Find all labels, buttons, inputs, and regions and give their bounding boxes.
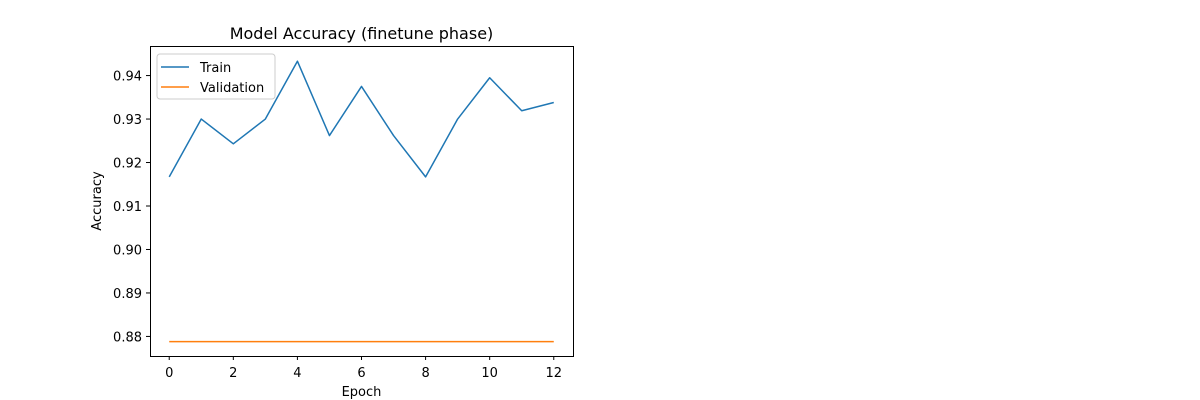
legend-label-validation: Validation	[200, 81, 264, 96]
x-axis-ticks: 0 2 4 6 8 10 12	[165, 356, 562, 381]
x-tick-label: 0	[165, 366, 173, 381]
y-tick-label: 0.93	[113, 113, 142, 128]
x-tick-label: 4	[293, 366, 301, 381]
x-axis-label: Epoch	[342, 385, 382, 400]
legend-label-train: Train	[199, 61, 231, 76]
y-axis-label: Accuracy	[90, 171, 105, 231]
y-tick-label: 0.91	[113, 200, 142, 215]
x-tick-label: 8	[421, 366, 429, 381]
x-tick-label: 2	[229, 366, 237, 381]
legend: Train Validation	[156, 53, 276, 100]
x-tick-label: 10	[481, 366, 498, 381]
x-tick-label: 12	[545, 366, 562, 381]
y-tick-label: 0.92	[113, 157, 142, 172]
y-tick-label: 0.89	[113, 287, 142, 302]
y-tick-label: 0.90	[113, 243, 142, 258]
y-tick-label: 0.88	[113, 330, 142, 345]
x-tick-label: 6	[357, 366, 365, 381]
chart-title: Model Accuracy (finetune phase)	[230, 24, 494, 43]
y-axis-ticks: 0.88 0.89 0.90 0.91 0.92 0.93 0.94	[113, 70, 150, 345]
series-line-train	[168, 60, 554, 178]
y-tick-label: 0.94	[113, 70, 142, 85]
plot-layer	[168, 60, 554, 343]
